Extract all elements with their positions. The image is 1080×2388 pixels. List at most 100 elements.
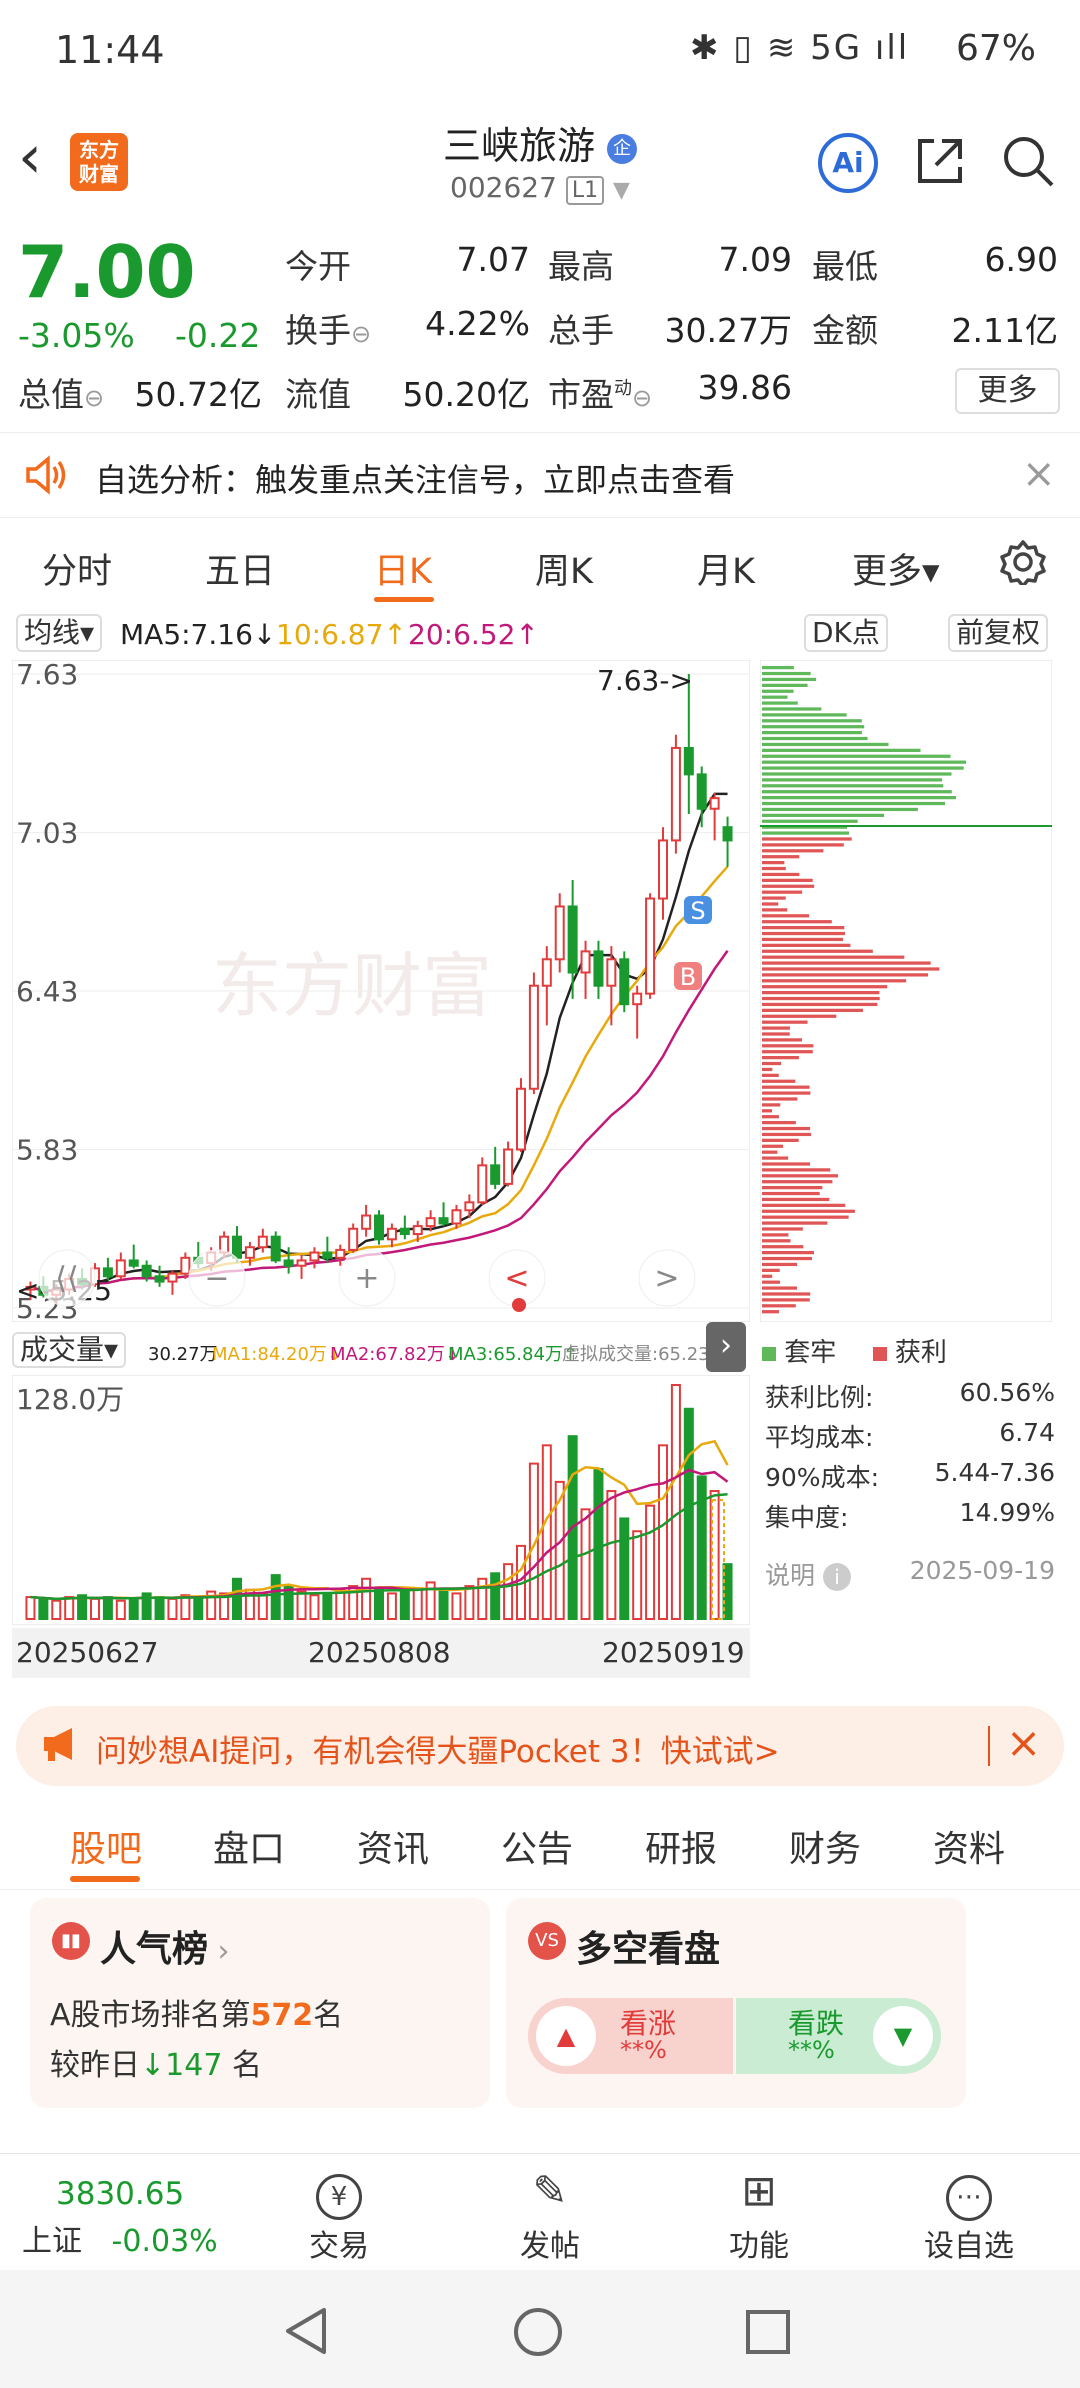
tab-more[interactable]: 更多▾: [852, 552, 940, 592]
profit-bar: [762, 1008, 863, 1012]
close-icon[interactable]: ×: [1006, 1718, 1042, 1767]
tab-orderbook[interactable]: 盘口: [213, 1829, 286, 1870]
more-button[interactable]: 更多: [955, 368, 1060, 414]
search-icon[interactable]: [1000, 133, 1056, 189]
tab-daily-k[interactable]: 日K: [374, 552, 432, 592]
notice-bar[interactable]: 自选分析：触发重点关注信号，立即点击查看 ×: [0, 432, 1080, 518]
profit-bar: [762, 1067, 773, 1072]
profit-bar: [762, 1085, 810, 1089]
tab-research[interactable]: 研报: [645, 1829, 718, 1870]
volume-selector[interactable]: 成交量▾: [12, 1332, 127, 1368]
bull-button[interactable]: ▲ 看涨 **%: [528, 1998, 733, 2074]
system-home-icon[interactable]: [512, 2306, 564, 2358]
versus-icon: VS: [528, 1922, 566, 1960]
popularity-card[interactable]: ▮▮ 人气榜 › A股市场排名第572名 较昨日↓147 名: [30, 1898, 490, 2108]
nav-post[interactable]: ✎ 发帖: [485, 2166, 615, 2265]
rank-prefix: A股市场排名第: [50, 1998, 251, 2033]
volume-bar: [115, 1599, 126, 1620]
trapped-bar: [762, 731, 862, 735]
chevron-right-icon: ›: [208, 1934, 230, 1969]
bottom-nav: 3830.65 上证 -0.03% ¥ 交易 ✎ 发帖 ⊞ 功能 ⋯ 设自选: [0, 2153, 1080, 2270]
sentiment-card[interactable]: VS 多空看盘 ▲ 看涨 **% 看跌 **% ▼: [506, 1898, 966, 2108]
ai-button[interactable]: Ai: [818, 133, 878, 193]
popularity-title: 人气榜 ›: [100, 1920, 230, 1972]
chevron-down-icon[interactable]: ▼: [613, 178, 630, 203]
profit-bar: [762, 1121, 796, 1125]
info-icon[interactable]: ⊖: [351, 320, 372, 348]
bar-chart-icon: ▮▮: [52, 1922, 90, 1960]
close-icon[interactable]: ×: [1022, 451, 1056, 497]
stock-header: ‹ 东方 财富 三峡旅游 企 002627 L1 ▼ Ai: [0, 105, 1080, 220]
tab-profile[interactable]: 资料: [933, 1829, 1006, 1870]
candle-body: [503, 1148, 514, 1185]
tab-news[interactable]: 资讯: [357, 1829, 430, 1870]
stat-profit-ratio: 获利比例: 60.56%: [765, 1378, 1055, 1414]
note-link[interactable]: 说明 i: [765, 1556, 851, 1592]
tab-announcements[interactable]: 公告: [501, 1829, 574, 1870]
volume-bar: [257, 1592, 268, 1620]
volume-bar: [283, 1585, 294, 1620]
candle-body: [632, 992, 643, 1006]
volume-bar: [554, 1480, 565, 1620]
volume-bar: [25, 1596, 36, 1620]
bear-button[interactable]: 看跌 **% ▼: [736, 1998, 941, 2074]
ad-banner[interactable]: 问妙想AI提问，有机会得大疆Pocket 3！快试试> ×: [16, 1706, 1064, 1786]
nav-functions[interactable]: ⊞ 功能: [694, 2166, 824, 2265]
system-recents-icon[interactable]: [744, 2308, 792, 2356]
watermark: 东方财富: [212, 945, 492, 1027]
info-icon[interactable]: ⊖: [84, 384, 105, 412]
volume-bar: [193, 1596, 204, 1620]
profit-bar: [762, 1251, 814, 1255]
profit-bar: [762, 1091, 811, 1095]
ad-divider: [988, 1726, 990, 1766]
yen-glyph: ¥: [316, 2174, 362, 2220]
candle-body: [386, 1227, 397, 1241]
stock-code-text: 002627: [450, 171, 557, 204]
profit-bar: [762, 943, 851, 947]
profit-bar: [762, 1150, 778, 1154]
brand-logo: 东方 财富: [70, 133, 128, 191]
mktcap-label: 总值⊖: [18, 368, 104, 416]
tab-forum[interactable]: 股吧: [70, 1829, 143, 1870]
stat-value: 5.44-7.36: [934, 1458, 1055, 1487]
system-back-icon[interactable]: [282, 2306, 330, 2356]
chart-nav-glyph: −: [204, 1261, 229, 1296]
adjust-button[interactable]: 前复权: [948, 614, 1049, 652]
share-icon[interactable]: [912, 133, 968, 189]
volume-chart: 128.0万: [12, 1375, 750, 1625]
profit-bar: [762, 979, 907, 983]
candle-body: [141, 1264, 152, 1278]
chart-nav-button: [338, 1249, 396, 1307]
nav-add-watchlist[interactable]: ⋯ 设自选: [904, 2166, 1034, 2265]
chevron-right-icon[interactable]: ›: [706, 1322, 746, 1372]
volume-bar: [670, 1384, 681, 1620]
tab-intraday[interactable]: 分时: [42, 552, 113, 592]
volume-bar: [296, 1590, 307, 1620]
system-nav-bar: [0, 2270, 1080, 2388]
nav-trade[interactable]: ¥ 交易: [274, 2166, 404, 2265]
candlestick-chart[interactable]: 7.637.036.435.835.23东方财富7.63-><-5.25SB⟨⟨…: [12, 660, 750, 1322]
tab-five-day[interactable]: 五日: [205, 552, 276, 592]
volume-bar: [154, 1596, 165, 1620]
tab-financials[interactable]: 财务: [789, 1829, 862, 1870]
trapped-bar: [762, 784, 944, 788]
tab-weekly-k[interactable]: 周K: [535, 552, 593, 592]
tab-monthly-k[interactable]: 月K: [697, 552, 755, 592]
dk-point-button[interactable]: DK点: [804, 614, 888, 652]
popularity-title-text: 人气榜: [100, 1929, 209, 1970]
notice-text: 自选分析：触发重点关注信号，立即点击查看: [95, 461, 736, 499]
candle-body: [657, 839, 669, 900]
active-tab-indicator: [70, 1876, 140, 1882]
sell-marker: [684, 896, 712, 924]
rank-change-suffix: 名: [231, 2048, 262, 2083]
ma-selector[interactable]: 均线▾: [16, 614, 103, 652]
back-button[interactable]: ‹: [18, 122, 42, 192]
gear-icon[interactable]: [1000, 539, 1046, 596]
trapped-bar: [762, 736, 868, 741]
candle-body: [722, 826, 733, 842]
candle-body: [348, 1227, 359, 1251]
level-badge[interactable]: L1: [565, 176, 605, 205]
index-ticker[interactable]: 3830.65 上证 -0.03%: [22, 2176, 218, 2260]
profit-bar: [762, 1073, 779, 1077]
info-icon[interactable]: ⊖: [632, 384, 653, 412]
